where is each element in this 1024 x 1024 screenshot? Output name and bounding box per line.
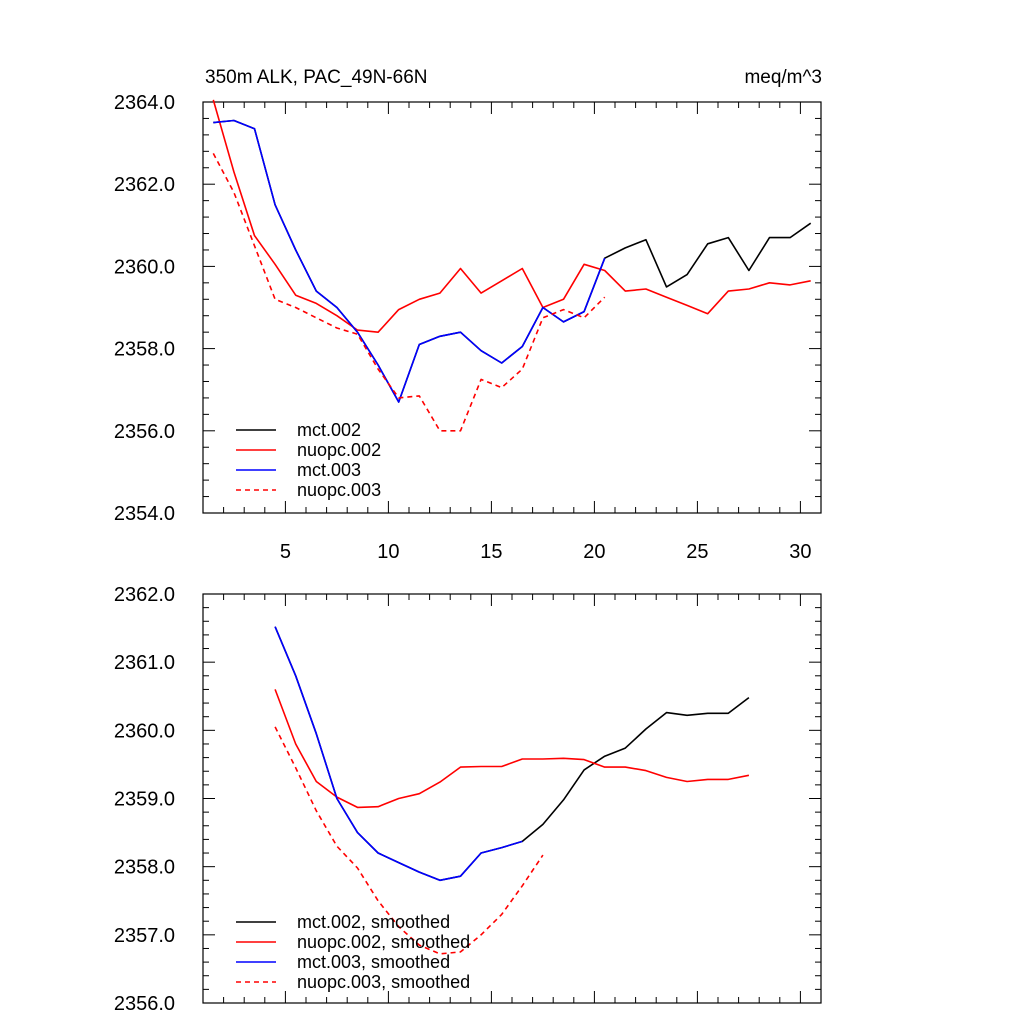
legend-label: mct.002 (297, 420, 361, 440)
legend-label: nuopc.003, smoothed (297, 972, 470, 992)
series-line (213, 119, 812, 403)
series-line (212, 153, 606, 432)
y-tick-label: 2358.0 (114, 339, 175, 361)
legend-label: nuopc.002 (297, 440, 381, 460)
legend-label: nuopc.003 (297, 480, 381, 500)
x-tick-label: 25 (686, 541, 708, 563)
y-tick-label: 2359.0 (114, 789, 175, 811)
y-tick-label: 2362.0 (114, 174, 175, 196)
x-tick-label: 15 (480, 541, 502, 563)
chart-title: 350m ALK, PAC_49N-66N (205, 67, 428, 88)
y-tick-label: 2360.0 (114, 256, 175, 278)
series-line (274, 689, 750, 809)
series-line (212, 99, 811, 334)
x-tick-label: 5 (280, 541, 291, 563)
x-tick-label: 10 (377, 541, 399, 563)
y-tick-label: 2361.0 (114, 652, 175, 674)
series-line (274, 626, 523, 882)
y-tick-label: 2360.0 (114, 720, 175, 742)
y-tick-label: 2357.0 (114, 925, 175, 947)
legend-label: mct.003, smoothed (297, 952, 450, 972)
x-tick-label: 20 (583, 541, 605, 563)
legend-label: mct.003 (297, 460, 361, 480)
x-tick-label: 30 (789, 541, 811, 563)
y-tick-label: 2356.0 (114, 993, 175, 1015)
y-tick-label: 2356.0 (114, 421, 175, 443)
y-tick-label: 2362.0 (114, 584, 175, 606)
series-line (213, 119, 606, 403)
y-tick-label: 2354.0 (114, 503, 175, 525)
top-panel: 350m ALK, PAC_49N-66N meq/m^3 5 10 15 20 25 3… (114, 67, 822, 563)
y-tick-label: 2364.0 (114, 92, 175, 114)
y-tick-label: 2358.0 (114, 857, 175, 879)
bottom-panel: 2356.0 2357.0 2358.0 2359.0 2360.0 2361.0 2362… (114, 584, 822, 1015)
series-line (274, 726, 544, 955)
legend-label: nuopc.002, smoothed (297, 932, 470, 952)
series-line (274, 626, 750, 882)
legend-label: mct.002, smoothed (297, 912, 450, 932)
chart-units: meq/m^3 (744, 67, 822, 88)
plot-frame (202, 593, 822, 1004)
